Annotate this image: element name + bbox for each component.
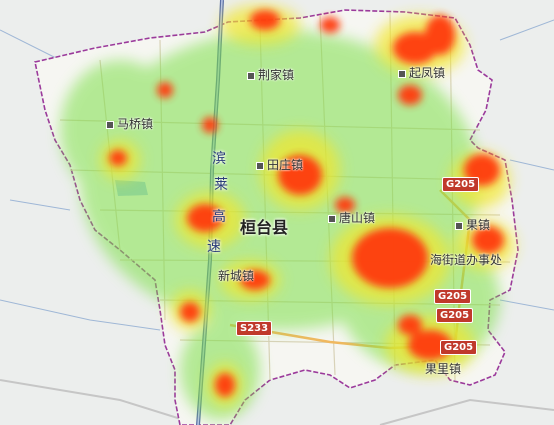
road-shield-g205-4: G205 [440,340,478,355]
town-guojia[interactable]: 果里镇 [425,362,462,376]
town-guozhen[interactable]: 果镇 [455,216,490,233]
road-shield-g205-2: G205 [434,289,472,304]
county-label: 桓台县 [240,218,289,237]
town-marker-icon [106,120,114,129]
town-qifeng[interactable]: 起凤镇 [398,64,445,81]
town-marker-icon [398,69,406,78]
town-jingjia[interactable]: 荆家镇 [247,66,294,83]
town-tangshan[interactable]: 唐山镇 [328,209,375,226]
expressway-label-4: 速 [207,239,221,255]
town-haidao[interactable]: 海街道办事处 [430,253,503,267]
town-tianzhuang[interactable]: 田庄镇 [256,156,303,173]
town-marker-icon [247,71,255,80]
town-marker-icon [328,214,336,223]
expressway-label-1: 滨 [212,151,226,167]
outer-roads [0,19,554,331]
road-shield-g205-1: G205 [442,177,480,192]
town-maqiao[interactable]: 马桥镇 [106,115,153,132]
town-marker-icon [256,161,264,170]
road-shield-g205-3: G205 [436,308,474,323]
expressway-label-2: 莱 [214,177,228,193]
road-shield-s233: S233 [236,321,273,336]
expressway-label-3: 高 [212,209,226,225]
town-xincheng[interactable]: 新城镇 [218,269,255,283]
town-marker-icon [455,221,463,230]
